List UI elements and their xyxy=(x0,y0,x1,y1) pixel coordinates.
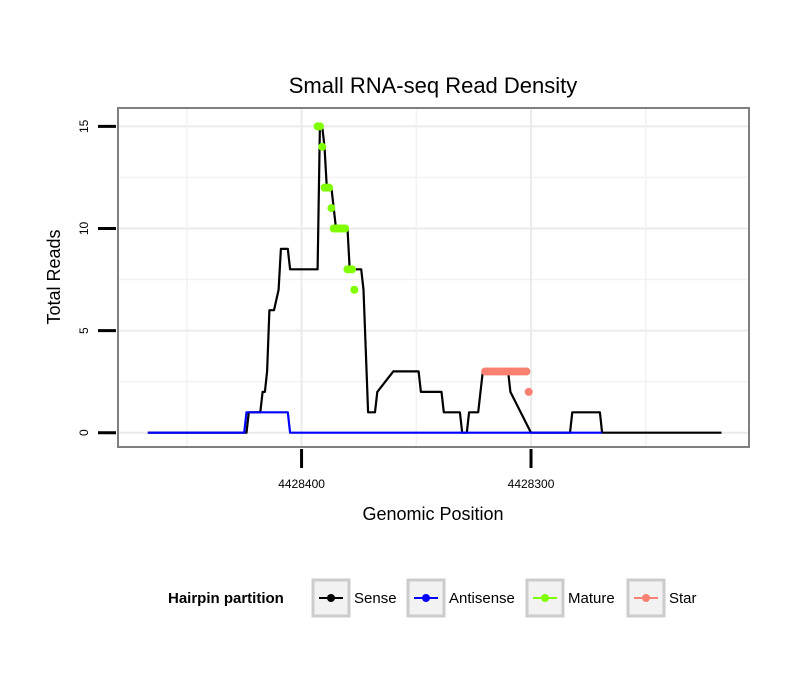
legend-label-antisense: Antisense xyxy=(449,590,515,607)
series-layer xyxy=(147,122,722,434)
data-point-mature xyxy=(315,122,324,131)
legend-key-point xyxy=(541,594,549,602)
x-tick-label: 4428300 xyxy=(508,477,555,491)
legend-label-star: Star xyxy=(669,590,697,607)
legend: Hairpin partition Sense Antisense Mature St… xyxy=(168,578,697,618)
data-point-mature xyxy=(318,142,327,151)
data-point-mature xyxy=(327,204,336,213)
data-point-mature xyxy=(348,265,357,274)
y-tick-label: 5 xyxy=(77,327,91,334)
legend-label-sense: Sense xyxy=(354,590,397,607)
data-point-star xyxy=(524,387,533,396)
legend-key-point xyxy=(327,594,335,602)
data-point-mature xyxy=(325,183,334,192)
data-point-mature xyxy=(341,224,350,233)
legend-label-mature: Mature xyxy=(568,590,615,607)
legend-entries: Sense Antisense Mature Star xyxy=(311,578,697,618)
y-tick-label: 0 xyxy=(77,429,91,436)
axis-layer: 0 5 10 15 4428400 4428300 xyxy=(77,119,555,491)
data-point-mature xyxy=(350,285,359,294)
y-tick-label: 15 xyxy=(77,119,91,133)
y-tick-label: 10 xyxy=(77,221,91,235)
x-axis-label: Genomic Position xyxy=(362,504,503,524)
y-axis-label: Total Reads xyxy=(44,229,64,324)
x-tick-label: 4428400 xyxy=(278,477,325,491)
plot-frame xyxy=(117,107,750,448)
data-point-star xyxy=(522,367,531,376)
legend-key-point xyxy=(422,594,430,602)
series-line-antisense xyxy=(147,411,603,434)
legend-key-point xyxy=(642,594,650,602)
chart-title: Small RNA-seq Read Density xyxy=(289,73,578,98)
legend-title: Hairpin partition xyxy=(168,590,284,607)
